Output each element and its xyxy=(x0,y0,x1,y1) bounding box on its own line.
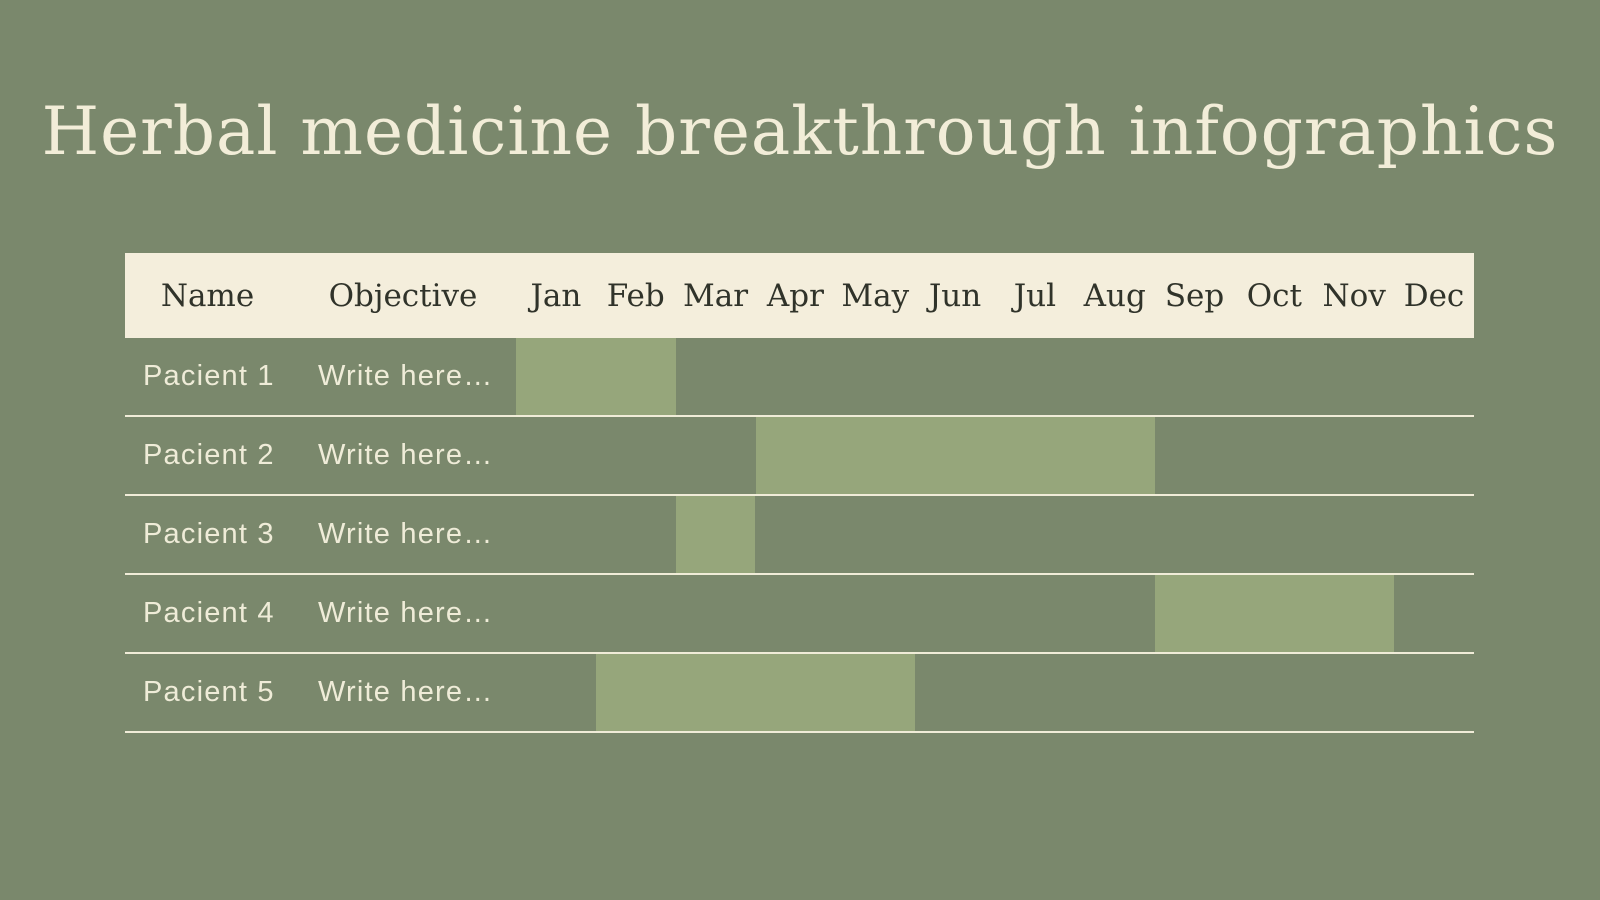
patient-name[interactable]: Pacient 1 xyxy=(143,360,275,392)
table-row: Pacient 2 Write here… xyxy=(125,417,1474,496)
gantt-bar[interactable] xyxy=(516,338,676,415)
header-month-mar: Mar xyxy=(683,277,749,314)
gantt-bar[interactable] xyxy=(595,654,916,731)
gantt-track xyxy=(516,496,1474,573)
header-month-jun: Jun xyxy=(928,277,982,314)
objective-placeholder[interactable]: Write here… xyxy=(318,439,494,471)
table-row: Pacient 5 Write here… xyxy=(125,654,1474,733)
gantt-track xyxy=(516,338,1474,415)
page-title[interactable]: Herbal medicine breakthrough infographic… xyxy=(41,93,1559,170)
gantt-bar[interactable] xyxy=(675,496,756,573)
gantt-bar[interactable] xyxy=(1154,575,1395,652)
header-month-nov: Nov xyxy=(1322,277,1386,314)
objective-placeholder[interactable]: Write here… xyxy=(318,597,494,629)
header-month-jul: Jul xyxy=(1013,277,1057,314)
header-name: Name xyxy=(160,277,255,314)
gantt-table: Name Objective Jan Feb Mar Apr May Jun J… xyxy=(125,253,1474,733)
header-month-may: May xyxy=(841,277,910,314)
header-month-oct: Oct xyxy=(1246,277,1302,314)
gantt-track xyxy=(516,575,1474,652)
header-month-sep: Sep xyxy=(1164,277,1225,314)
gantt-track xyxy=(516,417,1474,494)
gantt-track xyxy=(516,654,1474,731)
table-row: Pacient 4 Write here… xyxy=(125,575,1474,654)
gantt-bar[interactable] xyxy=(755,417,1155,494)
header-month-apr: Apr xyxy=(766,277,824,314)
table-header-row: Name Objective Jan Feb Mar Apr May Jun J… xyxy=(125,253,1474,338)
objective-placeholder[interactable]: Write here… xyxy=(318,518,494,550)
patient-name[interactable]: Pacient 4 xyxy=(143,597,275,629)
table-row: Pacient 3 Write here… xyxy=(125,496,1474,575)
objective-placeholder[interactable]: Write here… xyxy=(318,360,494,392)
header-month-aug: Aug xyxy=(1083,277,1146,314)
header-month-jan: Jan xyxy=(530,277,582,314)
header-objective: Objective xyxy=(328,277,478,314)
header-month-feb: Feb xyxy=(606,277,665,314)
patient-name[interactable]: Pacient 5 xyxy=(143,676,275,708)
header-months: Jan Feb Mar Apr May Jun Jul Aug Sep Oct … xyxy=(516,253,1474,338)
patient-name[interactable]: Pacient 2 xyxy=(143,439,275,471)
objective-placeholder[interactable]: Write here… xyxy=(318,676,494,708)
header-month-dec: Dec xyxy=(1403,277,1465,314)
patient-name[interactable]: Pacient 3 xyxy=(143,518,275,550)
table-row: Pacient 1 Write here… xyxy=(125,338,1474,417)
